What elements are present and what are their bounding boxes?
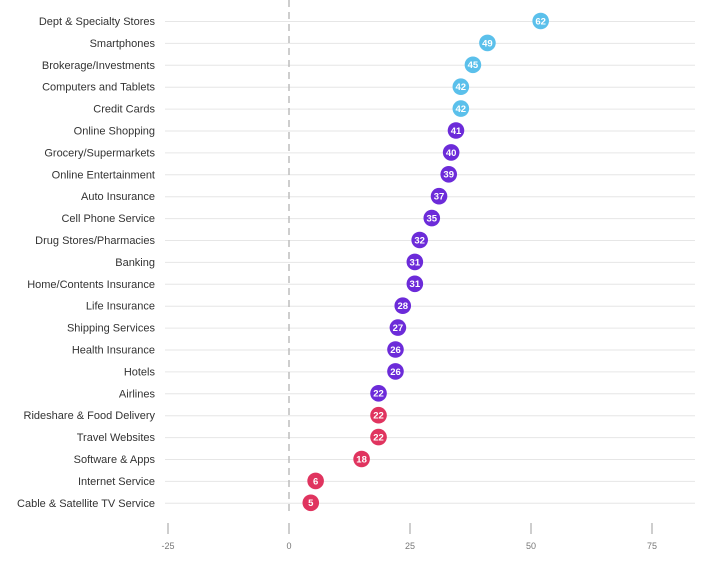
- data-point: [411, 231, 428, 249]
- data-label: 26: [390, 345, 401, 356]
- category-label: Rideshare & Food Delivery: [24, 410, 156, 422]
- data-label: 31: [410, 257, 421, 268]
- data-point: [302, 494, 320, 512]
- data-label: 37: [434, 192, 445, 203]
- x-tick-label: -25: [161, 541, 174, 551]
- data-label: 6: [313, 476, 318, 487]
- data-point: [479, 34, 496, 52]
- data-label: 39: [443, 170, 454, 181]
- data-point: [423, 209, 441, 227]
- data-label: 26: [390, 367, 401, 378]
- data-label: 45: [468, 60, 479, 71]
- category-label: Auto Insurance: [81, 191, 155, 203]
- data-point: [452, 100, 470, 117]
- data-point: [464, 56, 482, 74]
- category-label: Hotels: [124, 366, 156, 378]
- data-point: [370, 428, 387, 446]
- category-label: Credit Cards: [93, 104, 155, 116]
- category-label: Shipping Services: [67, 323, 156, 335]
- data-label: 18: [356, 454, 367, 465]
- data-point: [442, 144, 460, 161]
- category-label: Life Insurance: [86, 301, 155, 313]
- category-label: Cell Phone Service: [61, 213, 155, 225]
- category-label: Online Entertainment: [52, 169, 155, 181]
- data-label: 5: [308, 498, 314, 509]
- data-label: 42: [456, 104, 467, 115]
- data-point: [532, 12, 549, 30]
- data-label: 49: [482, 38, 493, 49]
- x-tick-label: 0: [286, 541, 291, 551]
- category-label: Airlines: [119, 388, 156, 400]
- category-label: Home/Contents Insurance: [27, 279, 155, 291]
- data-point: [389, 319, 407, 336]
- data-point: [447, 122, 465, 139]
- data-point: [307, 472, 324, 490]
- category-label: Dept & Specialty Stores: [39, 16, 156, 28]
- category-label: Drug Stores/Pharmacies: [35, 235, 155, 247]
- data-label: 42: [456, 82, 467, 93]
- data-label: 22: [373, 389, 384, 400]
- category-label: Brokerage/Investments: [42, 60, 156, 72]
- data-points: 6249454242414039373532313128272626222222…: [302, 12, 549, 512]
- category-label: Travel Websites: [77, 432, 156, 444]
- category-labels: Dept & Specialty Stores Smartphones Broker…: [17, 16, 155, 510]
- data-point: [406, 253, 424, 271]
- data-label: 62: [535, 16, 546, 27]
- data-label: 28: [397, 301, 408, 312]
- category-label: Cable & Satellite TV Service: [17, 498, 155, 510]
- data-point: [353, 450, 370, 468]
- grid-lines: [165, 21, 695, 504]
- data-label: 32: [414, 235, 425, 246]
- data-point: [406, 275, 424, 293]
- x-tick-label: 75: [647, 541, 657, 551]
- data-label: 22: [373, 411, 384, 422]
- data-label: 27: [393, 323, 404, 334]
- x-tick-label: 50: [526, 541, 536, 551]
- data-point: [452, 78, 470, 95]
- category-label: Computers and Tablets: [42, 82, 155, 94]
- category-label: Banking: [115, 257, 155, 269]
- data-label: 35: [426, 214, 437, 225]
- data-point: [394, 297, 412, 315]
- data-point: [387, 363, 404, 380]
- data-label: 31: [410, 279, 421, 290]
- x-tick-label: 25: [405, 541, 415, 551]
- data-label: 41: [451, 126, 462, 137]
- data-label: 40: [446, 148, 457, 159]
- data-point: [370, 385, 387, 402]
- data-label: 22: [373, 433, 384, 444]
- category-label: Online Shopping: [74, 126, 155, 138]
- category-label: Internet Service: [78, 476, 155, 488]
- category-label: Grocery/Supermarkets: [44, 147, 155, 159]
- data-point: [387, 341, 404, 358]
- category-label: Software & Apps: [74, 454, 156, 466]
- category-label: Health Insurance: [72, 345, 155, 357]
- x-axis: -25 0 25 50 75: [161, 523, 657, 551]
- data-point: [370, 406, 387, 424]
- category-label: Smartphones: [90, 38, 156, 50]
- data-point: [440, 166, 458, 183]
- data-point: [430, 187, 448, 205]
